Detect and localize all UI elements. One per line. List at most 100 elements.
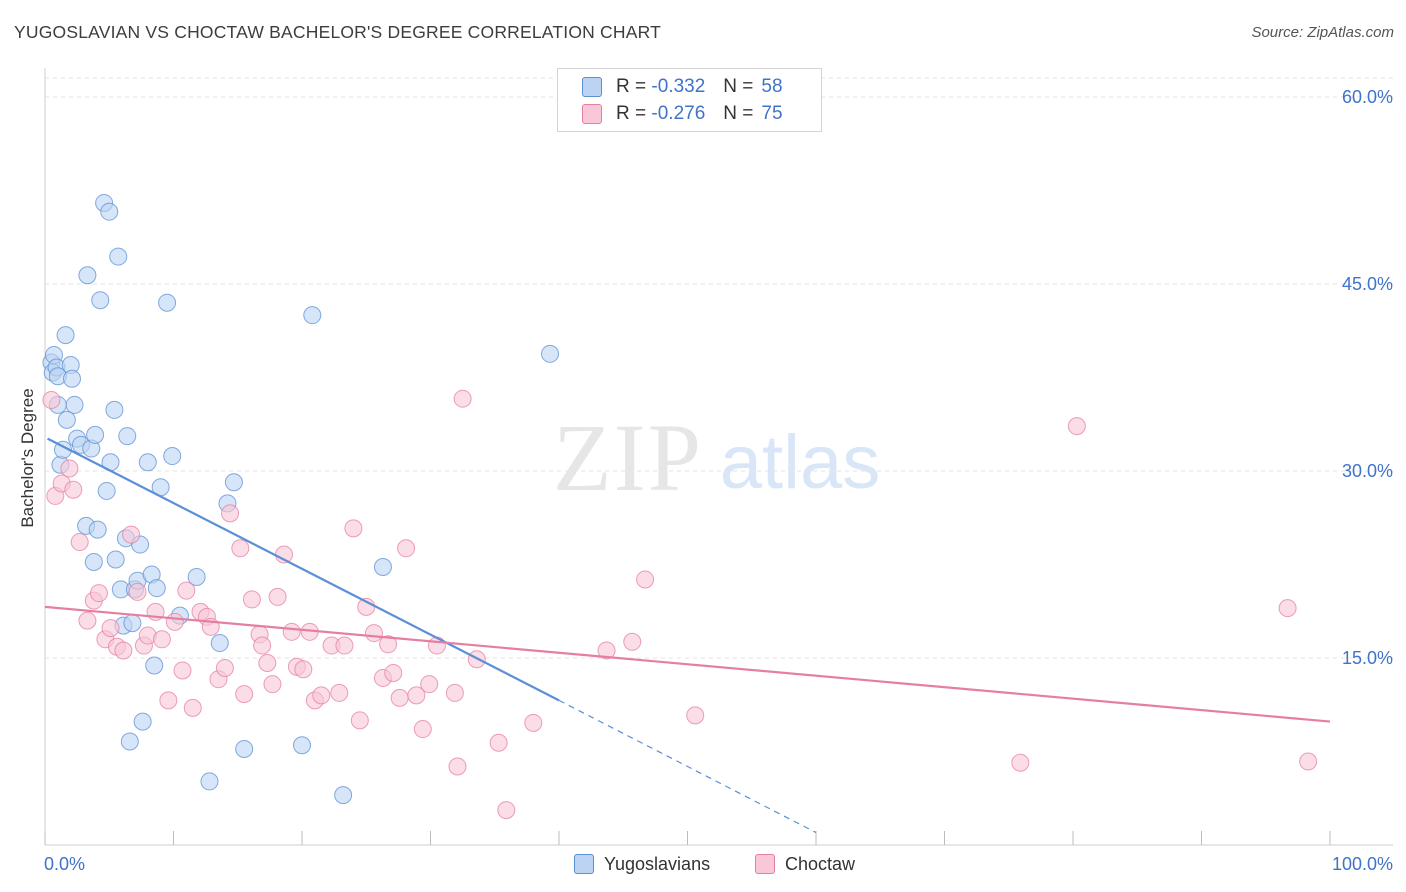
point-choctaw[interactable] bbox=[335, 636, 354, 655]
point-choctaw[interactable] bbox=[263, 675, 282, 694]
legend-item-choctaw[interactable]: Choctaw bbox=[755, 852, 855, 876]
point-yugoslavians[interactable] bbox=[200, 772, 219, 791]
point-choctaw[interactable] bbox=[489, 733, 508, 752]
point-choctaw[interactable] bbox=[165, 612, 184, 631]
point-choctaw[interactable] bbox=[122, 525, 141, 544]
point-choctaw[interactable] bbox=[453, 389, 472, 408]
point-yugoslavians[interactable] bbox=[57, 410, 76, 429]
point-choctaw[interactable] bbox=[215, 658, 234, 677]
gridlines bbox=[45, 77, 1393, 659]
point-choctaw[interactable] bbox=[60, 459, 79, 478]
point-choctaw[interactable] bbox=[448, 757, 467, 776]
point-choctaw[interactable] bbox=[128, 582, 147, 601]
point-yugoslavians[interactable] bbox=[210, 634, 229, 653]
point-choctaw[interactable] bbox=[312, 686, 331, 705]
legend-swatch-blue bbox=[574, 854, 594, 874]
point-yugoslavians[interactable] bbox=[56, 326, 75, 345]
point-choctaw[interactable] bbox=[497, 801, 516, 820]
point-yugoslavians[interactable] bbox=[147, 579, 166, 598]
point-choctaw[interactable] bbox=[524, 713, 543, 732]
legend-row-choctaw: R = -0.276 N = 75 bbox=[582, 102, 783, 126]
point-choctaw[interactable] bbox=[173, 661, 192, 680]
point-yugoslavians[interactable] bbox=[88, 520, 107, 539]
point-yugoslavians[interactable] bbox=[293, 736, 311, 755]
point-yugoslavians[interactable] bbox=[334, 786, 353, 805]
point-choctaw[interactable] bbox=[253, 636, 272, 655]
point-choctaw[interactable] bbox=[159, 691, 178, 710]
point-choctaw[interactable] bbox=[350, 711, 369, 730]
point-yugoslavians[interactable] bbox=[65, 395, 84, 414]
point-yugoslavians[interactable] bbox=[373, 557, 392, 576]
point-choctaw[interactable] bbox=[114, 641, 133, 660]
point-yugoslavians[interactable] bbox=[84, 553, 103, 572]
point-choctaw[interactable] bbox=[384, 663, 403, 682]
point-yugoslavians[interactable] bbox=[118, 427, 137, 446]
point-yugoslavians[interactable] bbox=[106, 550, 125, 569]
point-yugoslavians[interactable] bbox=[163, 447, 182, 466]
point-yugoslavians[interactable] bbox=[78, 266, 97, 285]
point-yugoslavians[interactable] bbox=[235, 740, 254, 759]
point-yugoslavians[interactable] bbox=[86, 425, 105, 444]
point-choctaw[interactable] bbox=[597, 641, 616, 660]
point-choctaw[interactable] bbox=[413, 720, 432, 739]
point-choctaw[interactable] bbox=[70, 533, 89, 552]
point-yugoslavians[interactable] bbox=[158, 293, 177, 312]
point-choctaw[interactable] bbox=[686, 706, 705, 725]
point-choctaw[interactable] bbox=[294, 660, 313, 679]
point-choctaw[interactable] bbox=[420, 675, 439, 694]
point-choctaw[interactable] bbox=[242, 590, 261, 609]
point-yugoslavians[interactable] bbox=[91, 291, 110, 310]
point-choctaw[interactable] bbox=[1299, 752, 1318, 771]
point-choctaw[interactable] bbox=[445, 683, 464, 702]
point-choctaw[interactable] bbox=[636, 570, 655, 589]
point-choctaw[interactable] bbox=[42, 390, 61, 409]
point-choctaw[interactable] bbox=[1278, 599, 1297, 618]
point-yugoslavians[interactable] bbox=[62, 369, 81, 388]
point-choctaw[interactable] bbox=[258, 653, 277, 672]
source-credit: Source: ZipAtlas.com bbox=[1251, 24, 1394, 41]
point-choctaw[interactable] bbox=[282, 622, 301, 641]
point-yugoslavians[interactable] bbox=[145, 656, 164, 675]
legend-row-yugoslavians: R = -0.332 N = 58 bbox=[582, 75, 783, 99]
point-choctaw[interactable] bbox=[268, 587, 287, 606]
point-choctaw[interactable] bbox=[390, 688, 409, 707]
point-choctaw[interactable] bbox=[397, 539, 416, 558]
legend-r-value-yugoslavians: -0.332 bbox=[651, 76, 706, 97]
point-yugoslavians[interactable] bbox=[541, 344, 560, 363]
point-choctaw[interactable] bbox=[89, 584, 108, 603]
point-choctaw[interactable] bbox=[101, 619, 120, 638]
point-choctaw[interactable] bbox=[344, 519, 363, 538]
point-choctaw[interactable] bbox=[427, 636, 446, 655]
trend-line-yugoslavians bbox=[47, 437, 560, 702]
point-yugoslavians[interactable] bbox=[138, 453, 157, 472]
point-choctaw[interactable] bbox=[221, 504, 240, 523]
point-choctaw[interactable] bbox=[379, 635, 398, 654]
point-choctaw[interactable] bbox=[1067, 417, 1086, 436]
point-yugoslavians[interactable] bbox=[105, 400, 124, 419]
legend-item-yugoslavians[interactable]: Yugoslavians bbox=[574, 852, 710, 876]
point-choctaw[interactable] bbox=[177, 581, 196, 600]
point-choctaw[interactable] bbox=[330, 683, 349, 702]
point-choctaw[interactable] bbox=[235, 685, 254, 704]
point-yugoslavians[interactable] bbox=[133, 712, 152, 731]
point-choctaw[interactable] bbox=[1011, 753, 1030, 772]
correlation-legend: R = -0.332 N = 58 R = -0.276 N = 75 bbox=[557, 68, 822, 132]
point-choctaw[interactable] bbox=[64, 480, 83, 499]
point-yugoslavians[interactable] bbox=[109, 247, 128, 266]
point-yugoslavians[interactable] bbox=[123, 614, 142, 633]
point-yugoslavians[interactable] bbox=[187, 567, 206, 586]
point-choctaw[interactable] bbox=[231, 539, 250, 558]
point-choctaw[interactable] bbox=[183, 698, 202, 717]
point-choctaw[interactable] bbox=[78, 611, 97, 630]
point-choctaw[interactable] bbox=[364, 624, 383, 643]
point-yugoslavians[interactable] bbox=[100, 202, 119, 221]
point-yugoslavians[interactable] bbox=[224, 473, 243, 492]
point-choctaw[interactable] bbox=[152, 630, 171, 649]
point-yugoslavians[interactable] bbox=[97, 481, 116, 500]
legend-r-label: R = bbox=[616, 103, 647, 124]
point-choctaw[interactable] bbox=[407, 686, 426, 705]
point-yugoslavians[interactable] bbox=[120, 732, 139, 751]
point-yugoslavians[interactable] bbox=[303, 306, 322, 325]
point-choctaw[interactable] bbox=[623, 632, 642, 651]
